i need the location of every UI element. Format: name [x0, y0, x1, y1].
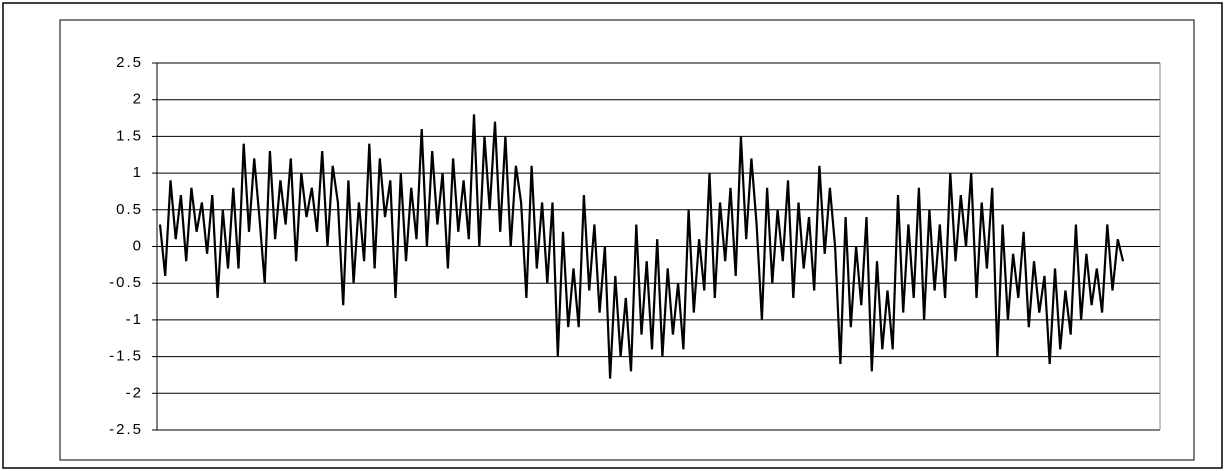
y-tick-label: 1.5 [116, 127, 143, 144]
y-tick-label: 2.5 [116, 54, 143, 71]
y-tick-label: -1.5 [109, 348, 143, 365]
y-tick-label: 0 [133, 237, 143, 254]
y-tick-label: 0.5 [116, 201, 143, 218]
chart-frame [59, 19, 1195, 461]
signal-line [158, 114, 1125, 379]
y-tick-label: -2.5 [109, 421, 143, 438]
y-tick-label: 1 [133, 164, 143, 181]
y-tick-label: -1 [126, 311, 143, 328]
y-tick-label: 2 [133, 91, 143, 108]
y-tick-label: -0.5 [109, 274, 143, 291]
y-tick-label: -2 [126, 384, 143, 401]
